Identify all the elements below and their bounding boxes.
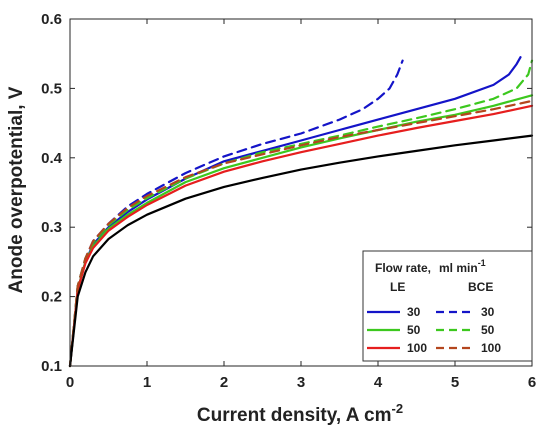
legend-title-unit-exponent: -1 bbox=[478, 258, 486, 268]
legend: Flow rate, ml min-1 LE BCE 30 30 50 50 100 100 bbox=[362, 250, 533, 362]
legend-label-bce-30: 30 bbox=[481, 305, 495, 319]
legend-col-bce: BCE bbox=[468, 280, 493, 294]
legend-label-le-50: 50 bbox=[407, 323, 421, 337]
legend-label-bce-100: 100 bbox=[481, 341, 501, 355]
x-tick-label: 3 bbox=[297, 374, 305, 391]
y-tick-label: 0.1 bbox=[41, 358, 62, 375]
x-axis-label-exponent: -2 bbox=[392, 401, 404, 416]
legend-title: Flow rate, ml min-1 bbox=[375, 258, 486, 275]
y-tick-label: 0.5 bbox=[41, 80, 62, 97]
x-tick-label: 1 bbox=[143, 374, 151, 391]
legend-box bbox=[362, 250, 533, 362]
legend-label-le-100: 100 bbox=[407, 341, 427, 355]
legend-title-text: Flow rate, bbox=[375, 261, 431, 275]
legend-label-le-30: 30 bbox=[407, 305, 421, 319]
y-tick-label: 0.4 bbox=[41, 150, 63, 167]
x-axis-label: Current density, A cm-2 bbox=[197, 401, 403, 426]
x-tick-label: 2 bbox=[220, 374, 228, 391]
x-tick-label: 4 bbox=[374, 374, 383, 391]
legend-col-le: LE bbox=[390, 280, 405, 294]
y-axis-label: Anode overpotential, V bbox=[6, 86, 27, 293]
series-line-4 bbox=[68, 104, 534, 368]
y-tick-label: 0.6 bbox=[41, 11, 62, 28]
legend-rows: 30 30 50 50 100 100 bbox=[367, 305, 501, 355]
legend-label-bce-50: 50 bbox=[481, 323, 495, 337]
series-line-6 bbox=[68, 134, 534, 368]
legend-title-unit: ml min bbox=[439, 261, 478, 275]
x-tick-label: 6 bbox=[528, 374, 536, 391]
series-layer bbox=[68, 56, 534, 368]
x-tick-label: 0 bbox=[66, 374, 74, 391]
x-axis-label-text: Current density, A cm bbox=[197, 405, 392, 426]
x-tick-label: 5 bbox=[451, 374, 459, 391]
y-tick-label: 0.3 bbox=[41, 219, 62, 236]
axes: 0 1 2 3 4 5 6 0.1 0.2 0.3 0.4 0.5 0.6 bbox=[41, 11, 536, 391]
series-line-5 bbox=[68, 99, 534, 368]
y-tick-label: 0.2 bbox=[41, 289, 62, 306]
